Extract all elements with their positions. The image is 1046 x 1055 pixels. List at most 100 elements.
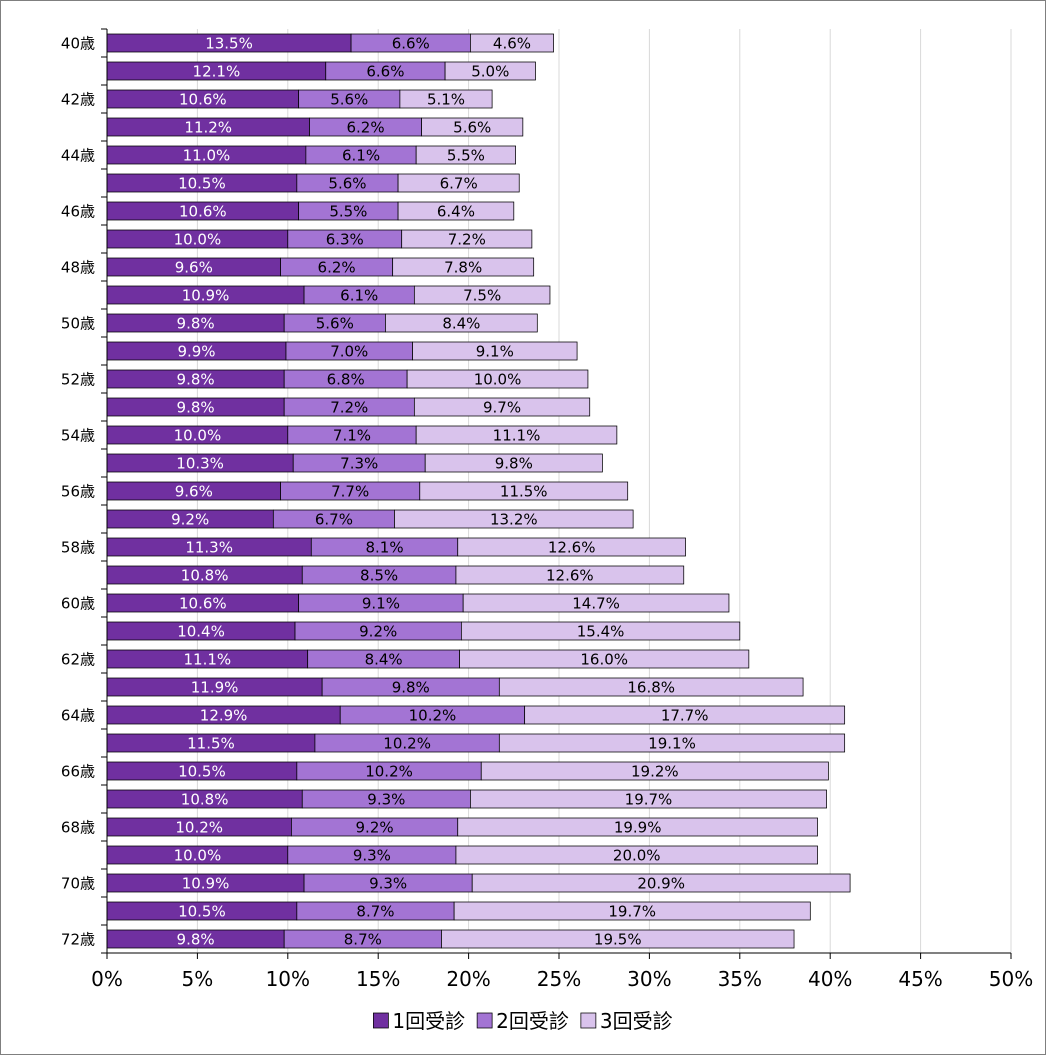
- x-tick-label: 5%: [182, 967, 214, 991]
- data-label: 4.6%: [493, 35, 531, 53]
- data-label: 10.4%: [177, 623, 225, 641]
- data-label: 5.6%: [328, 175, 366, 193]
- x-tick-label: 40%: [808, 967, 852, 991]
- data-label: 6.4%: [437, 203, 475, 221]
- data-label: 8.5%: [360, 567, 398, 585]
- data-label: 9.7%: [483, 399, 521, 417]
- bar-segment-series-3: [470, 33, 554, 53]
- x-tick-label: 20%: [446, 967, 490, 991]
- data-label: 10.6%: [179, 91, 227, 109]
- data-label: 10.3%: [176, 455, 224, 473]
- y-category-label: 54歳: [61, 427, 95, 445]
- data-label: 9.2%: [356, 819, 394, 837]
- legend: 1回受診 2回受診 3回受診: [373, 1009, 673, 1033]
- data-label: 9.1%: [476, 343, 514, 361]
- data-label: 10.0%: [474, 371, 522, 389]
- bar-segment-series-3: [415, 425, 618, 445]
- data-label: 19.1%: [648, 735, 696, 753]
- data-label: 12.1%: [193, 63, 241, 81]
- data-label: 9.8%: [392, 679, 430, 697]
- data-label: 6.6%: [366, 63, 404, 81]
- data-label: 20.9%: [637, 875, 685, 893]
- data-label: 9.8%: [177, 315, 215, 333]
- data-label: 10.9%: [182, 287, 230, 305]
- bar-segment-series-3: [394, 509, 634, 529]
- x-tick-label: 45%: [898, 967, 942, 991]
- data-label: 20.0%: [613, 847, 661, 865]
- bar-segment-series-3: [385, 313, 538, 333]
- data-label: 6.3%: [326, 231, 364, 249]
- y-category-label: 44歳: [61, 147, 95, 165]
- y-category-label: 42歳: [61, 91, 95, 109]
- y-category-label: 70歳: [61, 875, 95, 893]
- data-label: 8.4%: [365, 651, 403, 669]
- data-label: 12.6%: [548, 539, 596, 557]
- data-label: 5.1%: [427, 91, 465, 109]
- data-label: 10.8%: [181, 567, 229, 585]
- x-tick-label: 50%: [989, 967, 1033, 991]
- data-label: 10.9%: [182, 875, 230, 893]
- data-label: 9.8%: [177, 399, 215, 417]
- x-tick-label: 0%: [91, 967, 123, 991]
- data-label: 16.8%: [627, 679, 675, 697]
- data-label: 9.1%: [362, 595, 400, 613]
- data-label: 7.2%: [448, 231, 486, 249]
- data-label: 10.2%: [409, 707, 457, 725]
- data-label: 7.7%: [331, 483, 369, 501]
- data-label: 7.2%: [330, 399, 368, 417]
- bar-segment-series-3: [457, 537, 686, 557]
- data-label: 9.8%: [495, 455, 533, 473]
- bar-segment-series-3: [399, 89, 493, 109]
- data-label: 10.5%: [178, 175, 226, 193]
- y-category-label: 40歳: [61, 35, 95, 53]
- data-label: 9.8%: [177, 931, 215, 949]
- data-label: 10.5%: [178, 903, 226, 921]
- data-label: 6.7%: [315, 511, 353, 529]
- bar-segment-series-3: [455, 845, 818, 865]
- data-label: 7.0%: [330, 343, 368, 361]
- data-label: 16.0%: [580, 651, 628, 669]
- data-label: 9.8%: [177, 371, 215, 389]
- data-label: 5.0%: [471, 63, 509, 81]
- data-label: 5.6%: [330, 91, 368, 109]
- data-label: 9.2%: [171, 511, 209, 529]
- data-label: 8.7%: [356, 903, 394, 921]
- bar-segment-series-3: [406, 369, 589, 389]
- y-category-label: 50歳: [61, 315, 95, 333]
- legend-swatch-series-1: [373, 1012, 389, 1029]
- legend-label: 3回受診: [600, 1009, 673, 1033]
- data-label: 11.3%: [185, 539, 233, 557]
- data-label: 11.9%: [191, 679, 239, 697]
- y-category-label: 58歳: [61, 539, 95, 557]
- legend-swatch-series-2: [476, 1012, 493, 1029]
- data-label: 10.8%: [181, 791, 229, 809]
- data-label: 10.0%: [174, 231, 222, 249]
- data-label: 10.2%: [365, 763, 413, 781]
- data-label: 6.1%: [342, 147, 380, 165]
- bar-segment-series-3: [441, 929, 795, 949]
- bar-segment-series-3: [421, 117, 524, 137]
- bar-segment-series-3: [412, 341, 578, 361]
- data-label: 5.6%: [453, 119, 491, 137]
- data-label: 19.2%: [631, 763, 679, 781]
- bar-segment-series-3: [424, 453, 603, 473]
- bar-segment-series-3: [524, 705, 846, 725]
- x-tick-label: 35%: [718, 967, 762, 991]
- bar-segment-series-3: [471, 873, 851, 893]
- data-label: 12.6%: [546, 567, 594, 585]
- data-label: 8.7%: [344, 931, 382, 949]
- data-label: 11.1%: [493, 427, 541, 445]
- bar-segment-series-3: [455, 565, 685, 585]
- data-label: 6.2%: [346, 119, 384, 137]
- data-label: 8.4%: [442, 315, 480, 333]
- y-category-label: 60歳: [61, 595, 95, 613]
- data-label: 19.7%: [625, 791, 673, 809]
- y-category-label: 56歳: [61, 483, 95, 501]
- y-category-label: 52歳: [61, 371, 95, 389]
- data-label: 15.4%: [577, 623, 625, 641]
- data-label: 5.5%: [447, 147, 485, 165]
- axes: 0% 5% 10% 15% 20% 25% 30% 35% 40% 45% 50% 40歳 42歳 44歳…: [61, 28, 1033, 991]
- data-label: 6.7%: [440, 175, 478, 193]
- data-label: 5.6%: [316, 315, 354, 333]
